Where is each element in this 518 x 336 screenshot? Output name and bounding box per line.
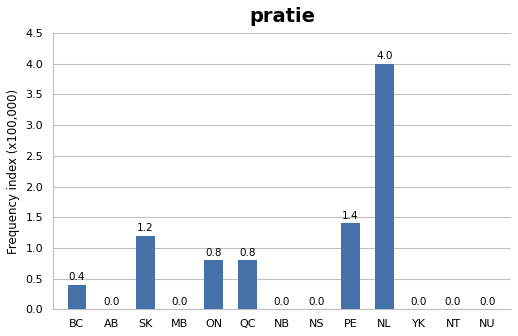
Bar [67,285,87,309]
Bar [375,64,394,309]
Text: 0.8: 0.8 [240,248,256,258]
Bar [136,236,155,309]
Text: 1.4: 1.4 [342,211,358,221]
Text: 0.4: 0.4 [69,272,85,282]
Title: pratie: pratie [249,7,315,26]
Bar [204,260,223,309]
Bar [238,260,257,309]
Text: 0.0: 0.0 [445,297,461,307]
Text: 0.0: 0.0 [103,297,119,307]
Text: 4.0: 4.0 [376,51,393,61]
Text: 0.0: 0.0 [479,297,495,307]
Text: 0.0: 0.0 [274,297,290,307]
Text: 0.0: 0.0 [308,297,324,307]
Text: 0.8: 0.8 [206,248,222,258]
Text: 0.0: 0.0 [171,297,188,307]
Bar [341,223,360,309]
Y-axis label: Frequency index (x100,000): Frequency index (x100,000) [7,89,20,254]
Text: 1.2: 1.2 [137,223,153,233]
Text: 0.0: 0.0 [411,297,427,307]
